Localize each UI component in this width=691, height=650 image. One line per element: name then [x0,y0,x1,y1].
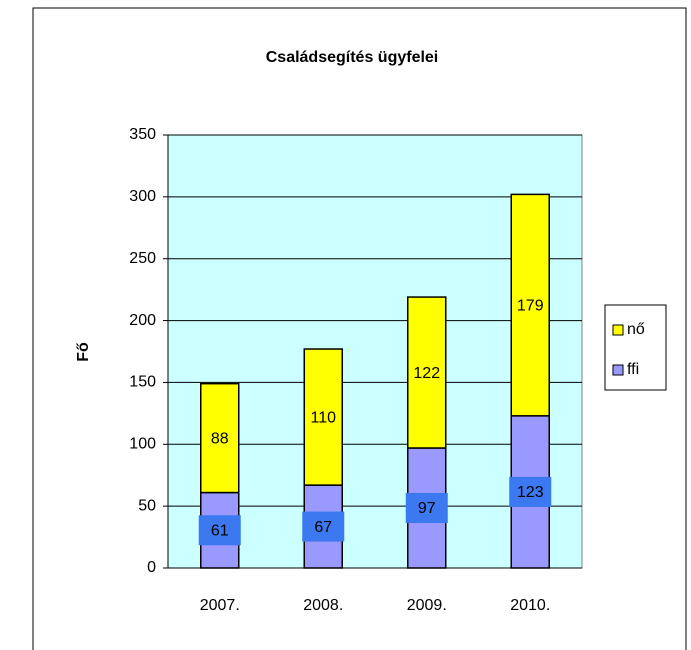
legend-label: nő [627,321,645,338]
y-tick-label: 200 [129,312,156,329]
data-label-background [509,476,552,507]
y-tick-label: 350 [129,126,156,143]
legend-box [604,304,667,391]
legend-swatch [612,364,624,376]
legend-label: ffi [627,361,639,378]
x-tick-label: 2009. [407,597,447,614]
data-label-background [405,492,448,523]
data-label-background [198,515,241,546]
data-label: 88 [211,430,229,447]
bar-segment [510,193,550,417]
data-label: 122 [413,365,440,382]
data-label: 67 [314,519,332,536]
bar-segment [407,296,447,449]
data-label-background [302,511,345,542]
y-tick-label: 0 [147,559,156,576]
data-label: 123 [517,484,544,501]
bar-segment [303,348,343,486]
y-tick-label: 250 [129,250,156,267]
bar-segment [200,382,240,494]
data-label: 97 [418,500,436,517]
y-tick-label: 300 [129,188,156,205]
data-label: 61 [211,522,229,539]
y-tick-label: 150 [129,374,156,391]
data-label: 110 [310,409,336,426]
legend-swatch [612,324,624,336]
y-tick-label: 100 [129,436,156,453]
y-tick-label: 50 [138,497,156,514]
x-tick-label: 2010. [510,597,550,614]
x-tick-label: 2008. [303,597,343,614]
y-axis-title: Fő [75,342,92,362]
chart-title: Családsegítés ügyfelei [266,49,439,66]
x-tick-label: 2007. [200,597,240,614]
data-label: 179 [517,297,544,314]
